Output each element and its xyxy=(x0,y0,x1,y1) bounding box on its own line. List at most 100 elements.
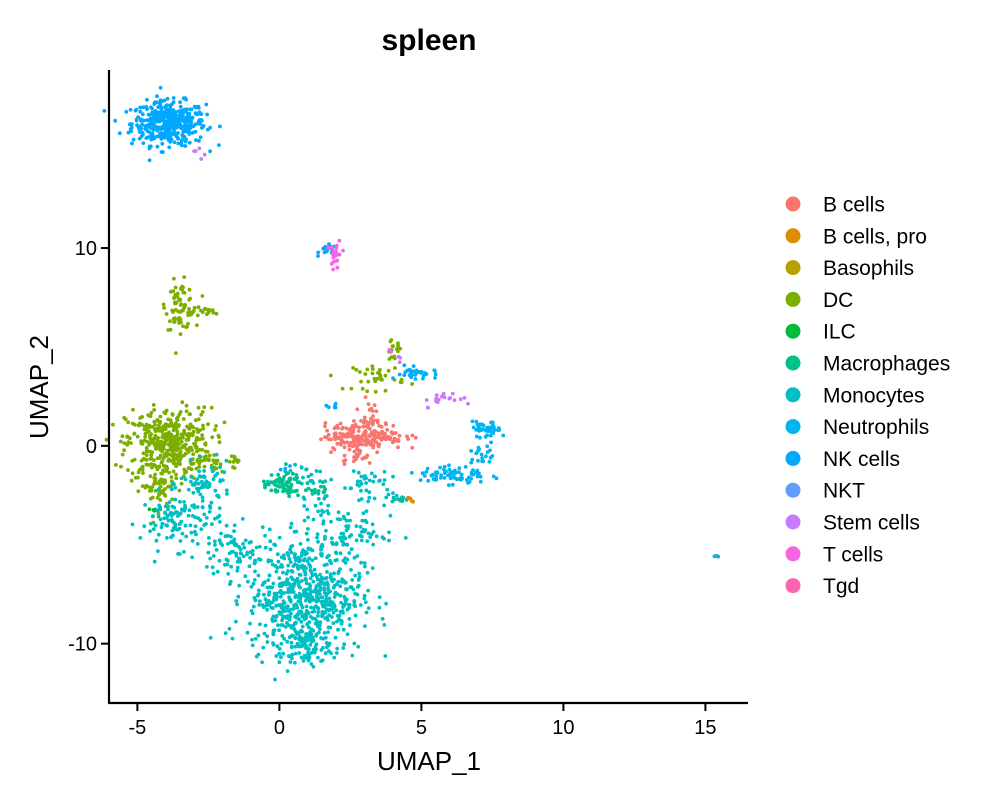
data-point xyxy=(357,575,362,579)
data-point xyxy=(334,251,339,256)
data-point xyxy=(335,619,339,624)
data-point xyxy=(166,504,171,509)
data-point xyxy=(169,475,174,479)
data-point xyxy=(171,424,176,428)
data-point xyxy=(153,433,158,438)
data-point xyxy=(384,437,388,442)
data-point xyxy=(141,451,146,456)
data-point xyxy=(193,524,198,529)
data-point xyxy=(155,495,160,500)
data-point xyxy=(152,559,157,564)
legend-label: Macrophages xyxy=(823,353,950,376)
data-point xyxy=(320,480,325,485)
data-point xyxy=(354,524,359,528)
data-point xyxy=(323,421,328,425)
data-point xyxy=(455,477,460,482)
data-point xyxy=(362,561,367,565)
data-point xyxy=(149,144,153,149)
data-point xyxy=(176,123,181,127)
data-point xyxy=(156,514,161,519)
data-point xyxy=(206,550,211,555)
data-point xyxy=(205,112,210,117)
data-point xyxy=(328,599,332,604)
data-point xyxy=(287,582,292,587)
data-point xyxy=(320,614,324,619)
data-point xyxy=(186,487,191,492)
data-point xyxy=(347,617,352,621)
data-point xyxy=(381,482,386,486)
data-point xyxy=(263,545,268,550)
data-point xyxy=(282,637,287,641)
data-point xyxy=(397,360,402,365)
data-point xyxy=(335,265,340,270)
data-point xyxy=(309,570,314,575)
data-point xyxy=(286,563,291,568)
data-point xyxy=(347,602,352,607)
y-tick-label: 10 xyxy=(75,238,97,260)
data-point xyxy=(369,471,374,476)
data-point xyxy=(187,140,192,145)
data-point xyxy=(330,615,334,619)
legend-key xyxy=(785,355,801,371)
data-point xyxy=(298,634,302,639)
data-point xyxy=(311,638,316,642)
data-point xyxy=(196,430,201,434)
data-point xyxy=(178,100,183,105)
data-point xyxy=(333,635,338,640)
data-point xyxy=(302,640,307,645)
data-point xyxy=(387,435,391,439)
data-point xyxy=(362,415,367,420)
data-point xyxy=(299,620,304,624)
data-point xyxy=(297,644,301,649)
data-point xyxy=(356,578,361,582)
data-point xyxy=(158,414,163,419)
data-point xyxy=(478,435,482,440)
data-point xyxy=(331,255,336,260)
data-point xyxy=(323,424,327,429)
data-point xyxy=(210,522,214,527)
data-point xyxy=(187,466,192,471)
data-point xyxy=(131,137,136,142)
data-point xyxy=(338,551,343,556)
data-point xyxy=(177,526,182,531)
data-point xyxy=(319,547,324,552)
data-point xyxy=(284,462,288,466)
data-point xyxy=(447,396,452,401)
data-point xyxy=(342,445,347,450)
data-point xyxy=(374,409,379,414)
legend-key xyxy=(785,578,801,594)
data-point xyxy=(324,576,329,580)
data-point xyxy=(325,570,329,574)
data-point xyxy=(174,472,178,477)
data-point xyxy=(284,482,288,487)
data-point xyxy=(148,126,153,130)
data-point xyxy=(337,613,342,618)
data-point xyxy=(197,139,201,143)
data-point xyxy=(421,373,426,378)
data-point xyxy=(222,470,227,475)
data-point xyxy=(353,613,358,618)
data-point xyxy=(326,585,330,590)
data-point xyxy=(385,428,389,432)
data-point xyxy=(367,478,372,483)
data-point xyxy=(302,557,307,561)
data-point xyxy=(315,535,319,540)
data-point xyxy=(363,474,367,478)
data-point xyxy=(285,604,290,609)
data-point xyxy=(149,462,154,466)
data-point xyxy=(359,538,364,543)
data-point xyxy=(199,412,204,417)
data-point xyxy=(341,425,345,430)
data-point xyxy=(301,475,305,480)
data-point xyxy=(316,582,321,587)
data-point xyxy=(174,421,178,426)
data-point xyxy=(155,426,159,431)
data-point xyxy=(391,376,395,380)
data-point xyxy=(129,441,133,445)
data-point xyxy=(336,510,341,515)
data-point xyxy=(384,495,389,500)
data-point xyxy=(447,483,451,488)
data-point xyxy=(293,636,298,641)
data-point xyxy=(218,520,222,524)
data-point xyxy=(273,543,278,548)
